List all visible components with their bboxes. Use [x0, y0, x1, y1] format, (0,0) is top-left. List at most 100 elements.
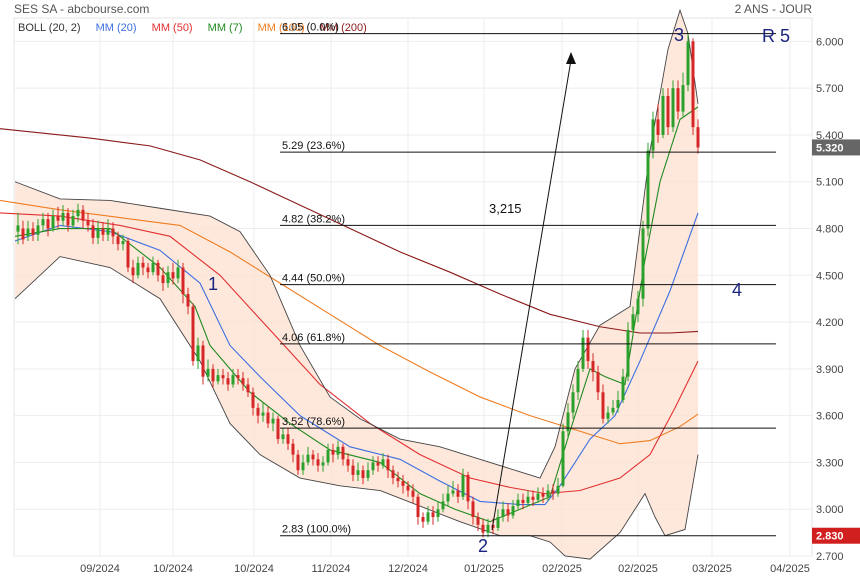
candle-body — [416, 496, 420, 518]
candle-body — [571, 392, 575, 413]
y-tick-label: 4.800 — [816, 224, 844, 236]
candle-body — [686, 41, 690, 86]
candle-body — [261, 412, 265, 416]
candle-body — [36, 225, 40, 235]
candle-body — [406, 485, 410, 491]
candle-body — [636, 298, 640, 315]
candle-body — [401, 481, 405, 486]
candle-body — [346, 459, 350, 466]
candle-body — [316, 459, 320, 466]
candle-body — [241, 378, 245, 385]
candle-body — [511, 506, 515, 516]
candle-body — [676, 88, 680, 112]
candle-body — [26, 228, 30, 237]
x-tick-label: 11/2024 — [312, 563, 351, 575]
candle-body — [486, 524, 490, 533]
candle-body — [196, 345, 200, 362]
candle-body — [616, 400, 620, 408]
x-tick-label: 02/2025 — [618, 563, 658, 575]
y-tick-label: 5.700 — [816, 83, 844, 95]
candle-body — [541, 493, 545, 497]
candle-body — [691, 41, 695, 128]
candle-body — [206, 368, 210, 377]
candle-body — [321, 462, 325, 466]
y-tick-label: 5.100 — [816, 177, 844, 189]
candle-body — [621, 376, 625, 401]
candle-body — [396, 478, 400, 482]
axes: 6.000 5.700 5.400 5.100 4.800 4.500 4.200 3.900… — [80, 36, 860, 575]
candle-body — [356, 470, 360, 475]
candle-body — [311, 454, 315, 460]
line-mm100 — [0, 199, 699, 445]
candle-body — [656, 119, 660, 135]
candle-body — [141, 262, 145, 268]
candle-body — [566, 412, 570, 432]
candle-body — [531, 496, 535, 500]
candle-body — [366, 470, 370, 479]
y-tick-label: 5.400 — [816, 130, 844, 142]
candlesticks — [16, 33, 700, 538]
candle-body — [256, 407, 260, 416]
candle-body — [186, 294, 190, 307]
candle-body — [586, 337, 590, 362]
wave-label-2: 2 — [478, 536, 488, 556]
candle-body — [121, 240, 125, 245]
y-tick-label: 3.000 — [816, 504, 844, 516]
candle-body — [501, 509, 505, 518]
candle-body — [71, 216, 75, 226]
wave-label-r5: R 5 — [762, 26, 790, 46]
wave-label-3: 3 — [674, 25, 684, 45]
candle-body — [216, 375, 220, 382]
candle-body — [91, 225, 95, 238]
candle-body — [306, 454, 310, 463]
annotations: 1 2 3 4 R 5 3,215 — [208, 25, 790, 556]
candle-body — [451, 490, 455, 494]
candle-body — [646, 150, 650, 229]
fibo-label: 4.44 (50.0%) — [282, 273, 345, 285]
legend-mm7: MM (7) — [207, 22, 243, 34]
candle-body — [21, 228, 25, 240]
wave-label-4: 4 — [732, 280, 742, 300]
candle-body — [61, 212, 65, 221]
candle-body — [581, 337, 585, 369]
candle-body — [661, 95, 665, 135]
candle-body — [341, 446, 345, 460]
candle-body — [326, 449, 330, 463]
candle-body — [536, 493, 540, 500]
candle-body — [171, 272, 175, 279]
candle-body — [246, 384, 250, 393]
candle-body — [456, 490, 460, 497]
candle-body — [116, 236, 120, 245]
candle-body — [411, 490, 415, 497]
fibo-label: 4.82 (38.2%) — [282, 213, 345, 225]
candle-body — [506, 509, 510, 516]
y-tick-label: 4.200 — [816, 317, 844, 329]
candle-body — [101, 228, 105, 235]
candle-body — [381, 459, 385, 466]
y-tick-label: 2.700 — [816, 551, 844, 563]
candle-body — [576, 368, 580, 393]
candle-body — [221, 375, 225, 379]
candle-body — [111, 228, 115, 237]
candle-body — [441, 501, 445, 510]
candle-body — [301, 462, 305, 471]
candle-body — [671, 88, 675, 128]
candle-body — [386, 459, 390, 471]
fibonacci-levels: 6.05 (0.0%) 5.29 (23.6%) 4.82 (38.2%) 4.44 … — [280, 22, 776, 537]
last-price-badge — [812, 139, 860, 156]
candle-body — [296, 454, 300, 471]
candle-body — [696, 127, 700, 148]
projection-arrow-line — [491, 59, 572, 531]
candle-body — [426, 512, 430, 522]
fibo-label: 6.05 (0.0%) — [282, 22, 339, 34]
candle-body — [596, 371, 600, 393]
x-tick-label: 12/2024 — [388, 563, 428, 575]
x-tick-label: 10/2024 — [234, 563, 274, 575]
candle-body — [591, 361, 595, 372]
candle-body — [201, 345, 205, 377]
projection-arrow-head — [566, 52, 576, 64]
y-tick-label: 3.600 — [816, 411, 844, 423]
candle-body — [551, 490, 555, 494]
candle-body — [151, 262, 155, 273]
wave-label-1: 1 — [208, 274, 218, 294]
